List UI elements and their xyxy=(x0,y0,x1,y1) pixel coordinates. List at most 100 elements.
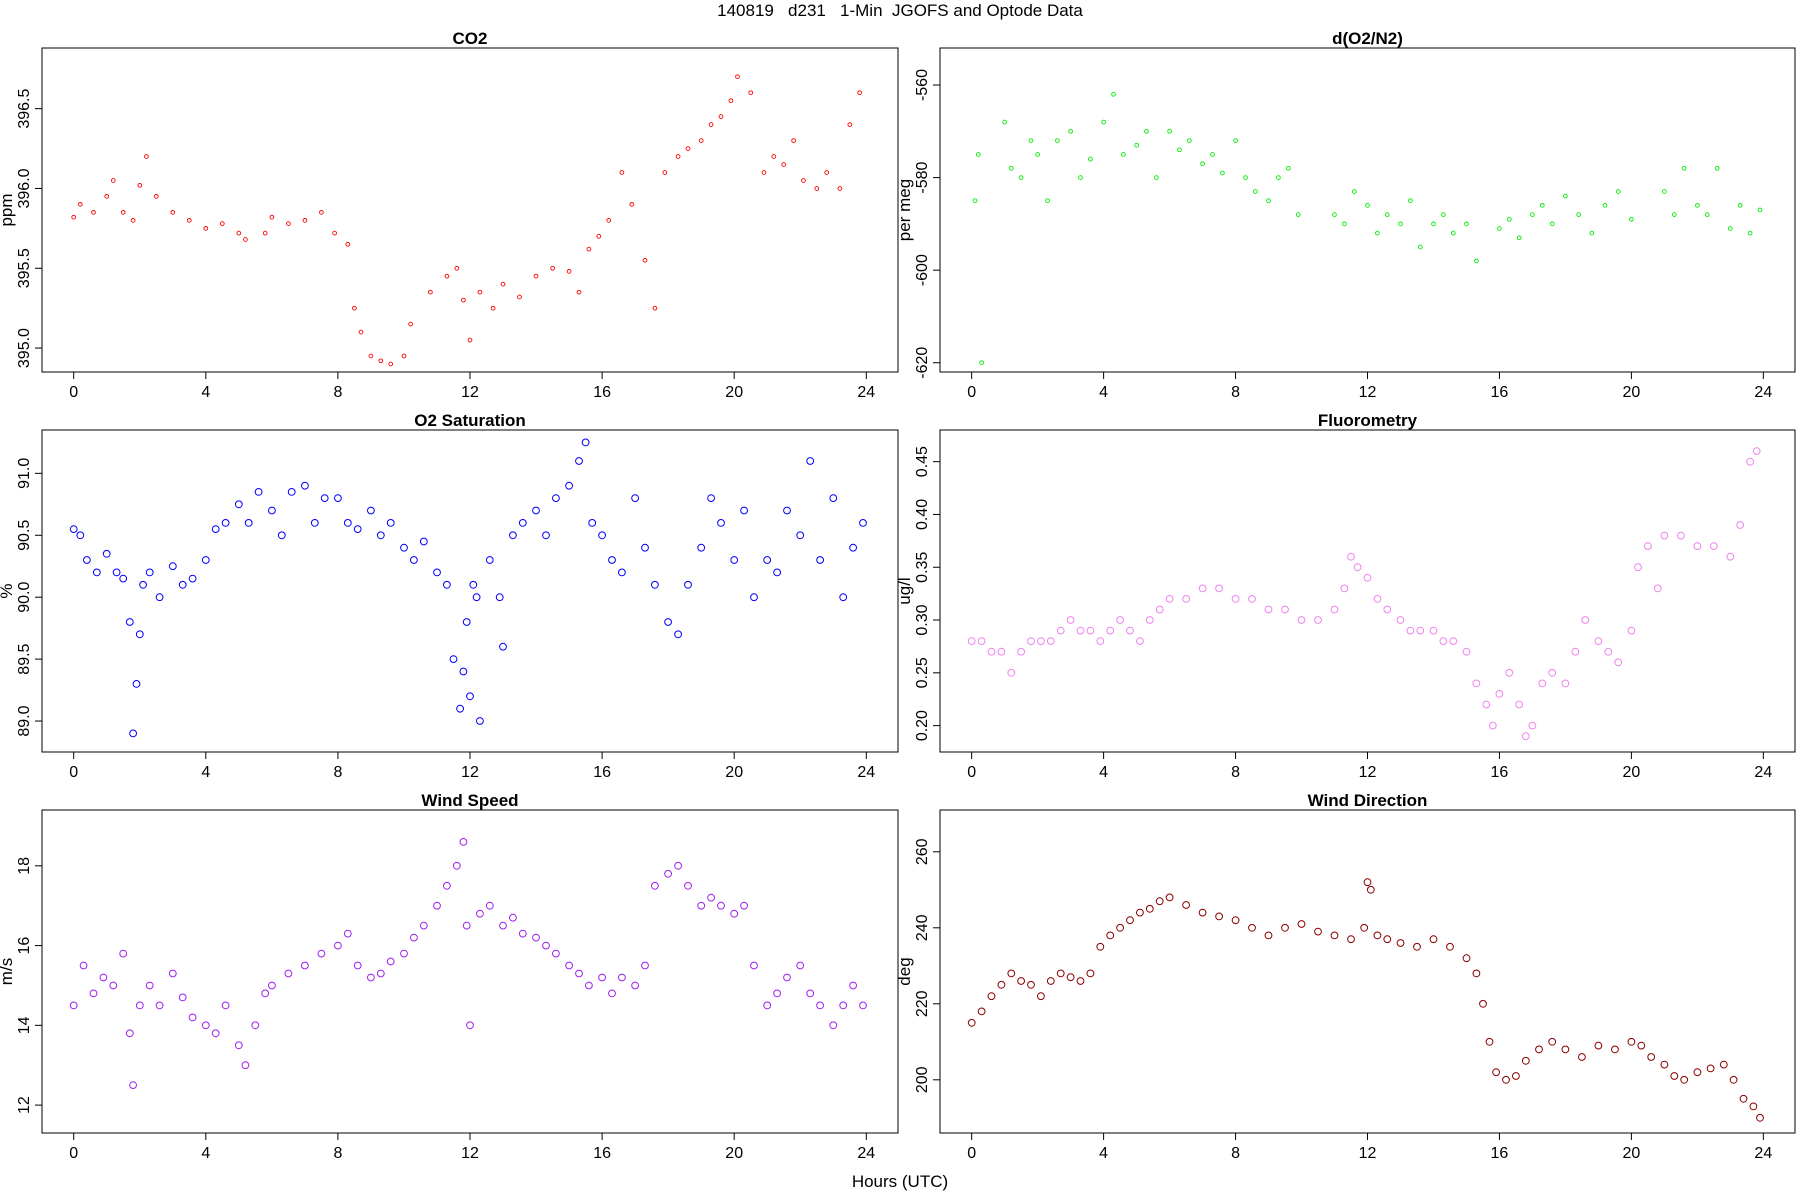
data-point xyxy=(829,1021,838,1030)
data-point xyxy=(1497,226,1502,231)
data-point xyxy=(1528,721,1537,730)
data-point xyxy=(796,531,805,540)
data-point xyxy=(586,246,592,252)
x-tick-label: 12 xyxy=(461,384,479,401)
data-point xyxy=(1332,212,1337,217)
data-point xyxy=(849,981,857,990)
data-point xyxy=(1512,1072,1520,1080)
data-point xyxy=(485,901,494,910)
y-tick-label: -560 xyxy=(914,69,931,101)
data-point xyxy=(386,519,395,527)
data-point xyxy=(495,593,504,602)
data-point xyxy=(358,329,364,335)
data-point xyxy=(317,949,326,958)
data-point xyxy=(629,202,635,207)
data-point xyxy=(783,506,791,515)
plot-frame xyxy=(939,809,1796,1134)
data-point xyxy=(837,186,843,191)
data-point xyxy=(79,961,88,970)
data-point xyxy=(221,519,230,527)
data-point xyxy=(816,1001,824,1010)
data-point xyxy=(773,989,781,998)
data-point xyxy=(1492,1068,1500,1077)
y-tick-label: 0.35 xyxy=(914,552,931,583)
data-point xyxy=(334,494,342,503)
data-point xyxy=(1295,212,1301,217)
data-point xyxy=(664,869,672,878)
data-point xyxy=(92,568,101,577)
data-point xyxy=(1561,1045,1570,1054)
data-point xyxy=(433,901,441,910)
data-point xyxy=(428,289,433,295)
data-point xyxy=(319,210,324,215)
data-point xyxy=(1693,542,1702,550)
x-tick-label: 24 xyxy=(857,384,875,401)
data-point xyxy=(1429,626,1438,635)
data-point xyxy=(461,297,466,303)
plot-frame xyxy=(939,429,1796,753)
data-point xyxy=(1002,119,1008,125)
data-point xyxy=(618,568,626,577)
data-point xyxy=(1187,138,1192,143)
data-point xyxy=(499,642,507,651)
data-point xyxy=(1446,942,1454,951)
data-point xyxy=(499,921,507,930)
data-point xyxy=(730,556,739,564)
data-point xyxy=(353,961,362,970)
y-tick-label: 0.20 xyxy=(914,710,931,741)
data-point xyxy=(1714,165,1720,171)
y-axis-label: ppm xyxy=(0,193,16,226)
data-point xyxy=(1637,1041,1646,1050)
data-point xyxy=(1314,616,1322,624)
x-tick-label: 16 xyxy=(593,384,611,401)
data-point xyxy=(287,488,296,496)
data-point xyxy=(1396,939,1405,947)
x-tick-label: 0 xyxy=(967,384,976,401)
data-point xyxy=(1314,927,1322,936)
y-tick-label: 240 xyxy=(914,914,931,941)
data-point xyxy=(1757,207,1763,213)
data-point xyxy=(443,881,451,890)
data-point xyxy=(472,593,481,602)
data-point xyxy=(343,519,352,527)
plot-frame xyxy=(41,429,899,753)
data-point xyxy=(1154,175,1159,180)
x-tick-label: 20 xyxy=(1622,1145,1640,1162)
x-tick-label: 8 xyxy=(333,384,342,401)
data-point xyxy=(740,901,748,910)
data-point xyxy=(1464,221,1469,227)
data-point xyxy=(631,494,639,503)
data-point xyxy=(814,186,820,191)
data-point xyxy=(608,556,616,564)
data-point xyxy=(485,556,494,564)
data-point xyxy=(763,556,772,564)
data-point xyxy=(641,961,649,970)
data-point xyxy=(1281,605,1289,614)
data-point xyxy=(1233,138,1238,143)
data-point xyxy=(1116,616,1124,624)
data-point xyxy=(1548,1037,1557,1046)
x-tick-label: 20 xyxy=(725,1145,743,1162)
y-tick-label: 395.5 xyxy=(16,248,33,288)
data-point xyxy=(467,337,473,343)
data-point xyxy=(1035,152,1040,157)
data-point xyxy=(378,358,384,364)
y-tick-label: 200 xyxy=(914,1066,931,1093)
data-point xyxy=(1285,165,1291,171)
data-point xyxy=(1726,552,1735,561)
x-tick-label: 0 xyxy=(69,1145,78,1162)
data-point xyxy=(1252,189,1258,194)
data-point xyxy=(71,214,77,220)
data-point xyxy=(243,237,248,242)
data-point xyxy=(674,861,682,870)
data-point xyxy=(1126,626,1134,635)
data-point xyxy=(1611,1045,1619,1054)
data-point xyxy=(178,993,187,1002)
data-point xyxy=(1220,170,1225,176)
data-point xyxy=(1351,189,1357,194)
data-point xyxy=(1653,584,1662,593)
data-point xyxy=(277,531,286,540)
data-point xyxy=(320,494,329,503)
data-point xyxy=(598,531,606,540)
data-point xyxy=(129,729,138,738)
